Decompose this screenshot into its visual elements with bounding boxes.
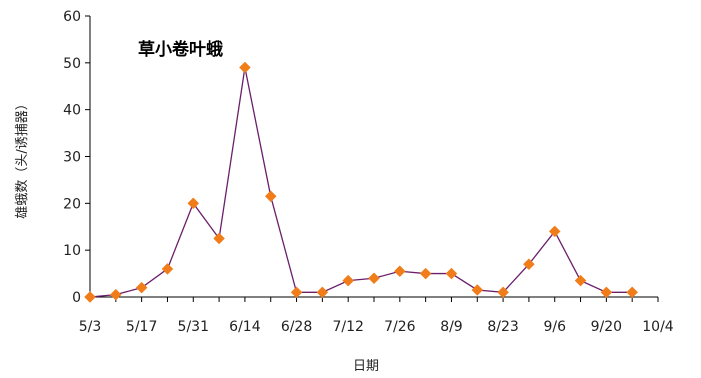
data-point-9-20: [600, 286, 613, 299]
y-tick-label: 10: [63, 243, 81, 259]
series: [84, 61, 639, 303]
x-tick-label: 5/31: [178, 319, 209, 335]
axes: [85, 15, 659, 302]
x-tick-label: 6/28: [281, 319, 312, 335]
data-point-5-31: [187, 197, 200, 210]
x-axis-title: 日期: [353, 359, 379, 374]
x-tick-label: 9/6: [543, 319, 566, 335]
y-tick-label: 60: [63, 9, 81, 25]
data-point-7-5: [316, 286, 329, 299]
data-point-9-6: [548, 225, 561, 238]
y-tick-labels: 0 10 20 30 40 50 60: [63, 9, 81, 306]
data-point-7-12: [342, 274, 355, 287]
data-point-8-30: [523, 258, 535, 271]
data-point-5-3: [84, 291, 96, 303]
x-tick-label: 8/23: [487, 319, 518, 335]
data-point-5-10: [109, 288, 122, 301]
data-point-6-21: [264, 190, 277, 203]
data-point-9-27: [626, 286, 639, 299]
x-tick-label: 8/9: [440, 319, 463, 335]
x-tick-label: 7/26: [384, 319, 416, 335]
data-point-6-28: [290, 286, 303, 299]
y-tick-label: 20: [63, 196, 81, 212]
data-point-7-19: [368, 272, 380, 285]
data-point-7-26: [393, 265, 406, 278]
data-point-9-13: [574, 274, 587, 287]
data-point-8-16: [471, 284, 484, 296]
data-point-6-14: [239, 61, 251, 74]
series-line: [89, 67, 633, 298]
y-tick-label: 30: [63, 150, 81, 166]
x-tick-label: 5/3: [79, 319, 102, 335]
data-point-8-2: [419, 267, 432, 280]
x-tick-label: 7/12: [332, 319, 363, 335]
data-point-8-23: [497, 286, 509, 299]
y-axis-title: 雄蛾数（头/诱捕器）: [14, 97, 30, 218]
y-tick-label: 50: [63, 56, 81, 72]
chart-title: 草小卷叶蛾: [138, 39, 223, 60]
y-tick-label: 40: [63, 103, 81, 119]
x-tick-labels: 5/3 5/17 5/31 6/14 6/28 7/12 7/26 8/9 8/23 9/6 9/2…: [79, 319, 674, 335]
x-tick-label: 10/4: [642, 319, 674, 335]
x-tick-label: 6/14: [229, 319, 261, 335]
data-point-8-9: [445, 267, 458, 280]
y-tick-label: 0: [72, 290, 81, 306]
x-tick-label: 9/20: [591, 319, 622, 335]
data-point-5-24: [161, 263, 174, 275]
data-point-5-17: [135, 281, 148, 294]
data-point-6-7: [213, 232, 225, 245]
x-tick-label: 5/17: [126, 319, 157, 335]
